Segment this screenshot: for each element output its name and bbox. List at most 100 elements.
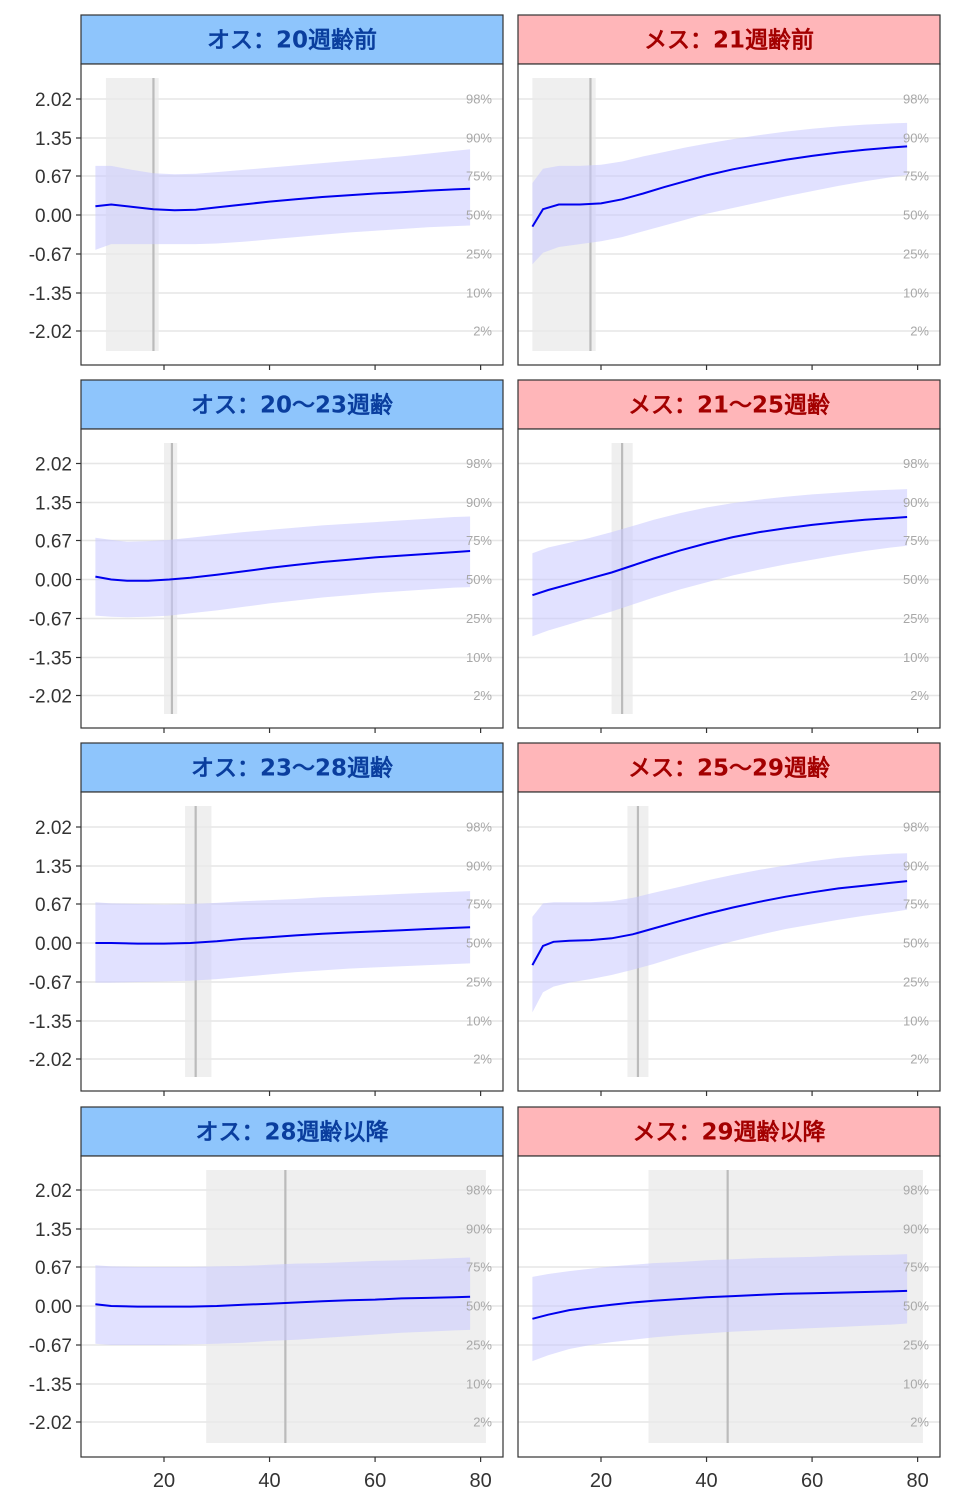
panel-8: メス：29週齢以降 98% 90% 75% 50% 25% 10% 2% 20 40 60 80 <box>517 1106 941 1492</box>
y-tick-label: 0.67 <box>35 532 72 553</box>
plot-area <box>518 78 940 351</box>
panel-border <box>80 791 504 1092</box>
panel-7: オス：28週齢以降 98% 90% 75% 50% 25% 10% 2% 2.02 1.35 0.6… <box>29 1106 504 1492</box>
percentile-label: 2% <box>473 688 492 703</box>
plot-area <box>81 443 503 714</box>
panel-3: オス：20～23週齢 98% 90% 75% 50% 25% 10% 2% 2.02 1.35 0.… <box>29 379 504 733</box>
percentile-label: 90% <box>466 131 492 146</box>
percentile-label: 25% <box>466 611 492 626</box>
plot-area <box>81 1170 503 1443</box>
percentile-label: 10% <box>466 1377 492 1392</box>
panel-1: オス：20週齢前 98% 90% 75% 50% 25% 10% 2% 2.02 1.35 0.67… <box>29 14 504 370</box>
panel-strip <box>517 14 941 65</box>
percentile-label: 50% <box>903 1299 929 1314</box>
percentile-label: 10% <box>466 1014 492 1029</box>
x-tick-label: 80 <box>906 1470 928 1492</box>
percentile-label: 50% <box>903 572 929 587</box>
percentile-label: 2% <box>910 324 929 339</box>
percentile-label: 2% <box>910 1052 929 1067</box>
plot-area <box>81 78 503 351</box>
percentile-label: 90% <box>466 859 492 874</box>
percentile-label: 10% <box>903 286 929 301</box>
percentile-label: 10% <box>466 286 492 301</box>
percentile-label: 25% <box>466 975 492 990</box>
confidence-band <box>532 1254 908 1362</box>
y-tick-label: 1.35 <box>35 857 72 878</box>
y-tick-label: 0.00 <box>35 206 72 227</box>
y-tick-label: 2.02 <box>35 818 72 839</box>
percentile-label: 90% <box>903 495 929 510</box>
median-line <box>95 1295 471 1308</box>
panel-border <box>517 428 941 729</box>
y-tick-label: 0.67 <box>35 1258 72 1279</box>
percentile-label: 75% <box>903 533 929 548</box>
x-tick-label: 20 <box>153 1470 175 1492</box>
panel-5: オス：23～28週齢 98% 90% 75% 50% 25% 10% 2% 2.02 1.35 0.… <box>29 742 504 1096</box>
median-line <box>95 926 471 945</box>
percentile-label: 90% <box>466 495 492 510</box>
panel-strip <box>517 742 941 793</box>
percentile-label: 50% <box>466 208 492 223</box>
panel-4: メス：21～25週齢 98% 90% 75% 50% 25% 10% 2% <box>517 379 941 733</box>
percentile-label: 10% <box>466 650 492 665</box>
y-tick-label: 0.00 <box>35 934 72 955</box>
percentile-label: 98% <box>466 820 492 835</box>
y-tick-label: 1.35 <box>35 1220 72 1241</box>
percentile-label: 75% <box>466 897 492 912</box>
percentile-label: 75% <box>466 533 492 548</box>
panel-title: メス：25～29週齢 <box>628 755 830 782</box>
y-tick-label: 2.02 <box>35 90 72 111</box>
y-tick-label: 1.35 <box>35 494 72 515</box>
panel-border <box>517 63 941 366</box>
y-tick-label: -0.67 <box>29 1336 72 1357</box>
percentile-label: 50% <box>903 208 929 223</box>
percentile-label: 2% <box>910 1415 929 1430</box>
y-tick-label: -0.67 <box>29 610 72 631</box>
panel-border <box>517 791 941 1092</box>
percentile-label: 90% <box>903 1222 929 1237</box>
percentile-label: 2% <box>473 1052 492 1067</box>
median-line <box>531 880 908 966</box>
percentile-label: 50% <box>466 1299 492 1314</box>
percentile-label: 75% <box>903 169 929 184</box>
plot-area <box>81 806 503 1077</box>
percentile-label: 75% <box>466 1260 492 1275</box>
y-tick-label: -2.02 <box>29 687 72 708</box>
median-line <box>95 187 471 212</box>
median-line <box>532 1289 908 1320</box>
percentile-label: 2% <box>473 324 492 339</box>
plot-area <box>518 806 940 1077</box>
y-tick-label: -2.02 <box>29 322 72 343</box>
y-tick-label: 0.67 <box>35 895 72 916</box>
y-tick-label: -1.35 <box>29 284 72 305</box>
panel-strip <box>80 379 504 430</box>
panel-title: オス：20週齢前 <box>207 27 377 54</box>
percentile-label: 10% <box>903 1014 929 1029</box>
panel-title: オス：23～28週齢 <box>191 755 393 782</box>
x-tick-label: 80 <box>469 1470 491 1492</box>
x-tick-label: 60 <box>364 1470 386 1492</box>
y-tick-label: -2.02 <box>29 1050 72 1071</box>
panel-border <box>80 428 504 729</box>
panel-strip <box>80 14 504 65</box>
y-tick-label: 1.35 <box>35 129 72 150</box>
percentile-label: 10% <box>903 650 929 665</box>
panel-border <box>517 1155 941 1458</box>
percentile-label: 25% <box>903 611 929 626</box>
x-tick-label: 40 <box>258 1470 280 1492</box>
panel-title: オス：28週齢以降 <box>195 1119 389 1146</box>
percentile-label: 98% <box>903 820 929 835</box>
percentile-label: 50% <box>466 572 492 587</box>
y-tick-label: 0.67 <box>35 167 72 188</box>
percentile-label: 75% <box>466 169 492 184</box>
panel-strip <box>517 1106 941 1157</box>
percentile-label: 25% <box>466 1338 492 1353</box>
percentile-label: 50% <box>903 936 929 951</box>
confidence-band <box>532 489 908 637</box>
percentile-label: 25% <box>903 1338 929 1353</box>
plot-area <box>518 443 940 714</box>
x-tick-label: 60 <box>801 1470 823 1492</box>
panel-title: メス：21～25週齢 <box>628 392 830 419</box>
percentile-label: 25% <box>903 247 929 262</box>
